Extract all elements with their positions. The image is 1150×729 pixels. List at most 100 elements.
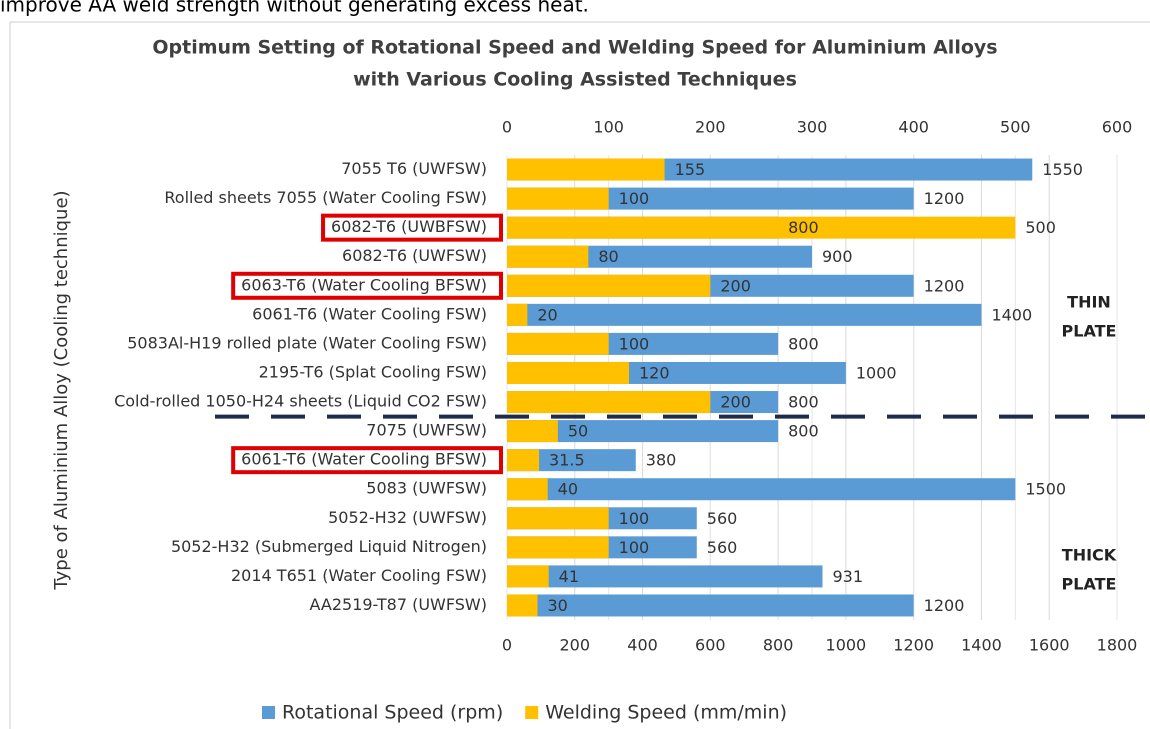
bar [507, 420, 558, 443]
bar [507, 478, 1016, 501]
legend-swatch [525, 706, 539, 719]
bar [507, 478, 548, 501]
header-text: improve AA weld strength without generat… [0, 0, 589, 17]
bar [507, 449, 540, 472]
bar [507, 303, 982, 326]
bar [507, 594, 538, 617]
bar [507, 449, 636, 472]
x-tick-label: 1400 [961, 636, 1002, 655]
y-tick-label: AA2519-T87 (UWFSW) [310, 595, 488, 614]
x2-tick-label: 200 [695, 118, 726, 137]
bar [507, 332, 609, 355]
y-tick-label: 6082-T6 (UWBFSW) [331, 217, 487, 236]
data-label: 800 [788, 334, 819, 353]
data-label: 50 [568, 422, 588, 441]
data-label: 500 [1025, 218, 1056, 237]
bar [507, 594, 914, 617]
data-label: 800 [788, 393, 819, 412]
x2-tick-label: 100 [593, 118, 624, 137]
data-label: 1000 [856, 363, 897, 382]
y-tick-label: 5052-H32 (UWFSW) [328, 508, 487, 527]
y-tick-label: 5052-H32 (Submerged Liquid Nitrogen) [171, 537, 487, 556]
y-tick-label: 7075 (UWFSW) [366, 421, 487, 440]
x-tick-label: 1000 [826, 636, 867, 655]
legend-swatch [262, 706, 275, 719]
legend-label: Welding Speed (mm/min) [545, 702, 787, 724]
x-tick-label: 800 [763, 636, 794, 655]
x2-tick-label: 300 [797, 118, 828, 137]
y-tick-label: 6061-T6 (Water Cooling FSW) [252, 304, 487, 323]
data-label: 1500 [1025, 480, 1066, 499]
bar [507, 303, 528, 326]
data-label: 200 [720, 276, 751, 295]
data-label: 20 [537, 305, 557, 324]
bar [507, 274, 711, 297]
data-label: 1200 [924, 596, 965, 615]
data-label: 31.5 [549, 451, 585, 470]
y-tick-label: 5083Al-H19 rolled plate (Water Cooling F… [127, 333, 487, 352]
x-tick-label: 1200 [893, 636, 934, 655]
bar [507, 565, 823, 588]
highlight-box [321, 213, 503, 242]
data-label: 120 [639, 363, 670, 382]
y-tick-label: 6063-T6 (Water Cooling BFSW) [241, 275, 487, 294]
data-label: 100 [619, 509, 650, 528]
x-tick-label: 1600 [1029, 636, 1070, 655]
group-label: THICK [1062, 546, 1117, 565]
chart-title: with Various Cooling Assisted Techniques [353, 69, 797, 91]
data-label: 931 [833, 567, 864, 586]
chart-title: Optimum Setting of Rotational Speed and … [152, 37, 997, 59]
data-label: 900 [822, 247, 853, 266]
data-label: 100 [619, 334, 650, 353]
data-label: 40 [558, 480, 578, 499]
bar [507, 216, 1016, 239]
y-tick-label: 6061-T6 (Water Cooling BFSW) [241, 450, 487, 469]
y-tick-label: Rolled sheets 7055 (Water Cooling FSW) [164, 188, 487, 207]
data-label: 1200 [924, 276, 965, 295]
x2-tick-label: 500 [1000, 118, 1031, 137]
bar [507, 420, 779, 443]
legend-label: Rotational Speed (rpm) [282, 702, 503, 724]
data-label: 100 [619, 538, 650, 557]
data-label: 80 [598, 247, 618, 266]
x-tick-label: 400 [627, 636, 658, 655]
group-label: THIN [1067, 293, 1111, 312]
bar [507, 536, 609, 559]
data-label: 380 [646, 451, 677, 470]
data-label: 1400 [991, 305, 1032, 324]
y-tick-label: Cold-rolled 1050-H24 sheets (Liquid CO2 … [114, 392, 487, 411]
data-label: 100 [619, 189, 650, 208]
x2-tick-label: 600 [1102, 118, 1133, 137]
y-tick-label: 2195-T6 (Splat Cooling FSW) [259, 362, 487, 381]
data-label: 560 [707, 538, 738, 557]
bar [507, 158, 665, 181]
data-label: 1550 [1042, 160, 1083, 179]
x2-tick-label: 0 [502, 118, 512, 137]
data-label: 155 [675, 160, 706, 179]
data-label: 560 [707, 509, 738, 528]
bar [507, 391, 711, 414]
y-tick-label: 5083 (UWFSW) [366, 479, 487, 498]
group-label: PLATE [1062, 575, 1117, 594]
x-tick-label: 0 [502, 636, 512, 655]
x-tick-label: 200 [560, 636, 591, 655]
highlight-box [231, 271, 503, 300]
x-tick-label: 600 [695, 636, 726, 655]
group-label: PLATE [1062, 322, 1117, 341]
y-axis-title: Type of Aluminium Alloy (Cooling techniq… [51, 190, 72, 590]
data-label: 200 [720, 393, 751, 412]
data-label: 41 [559, 567, 579, 586]
x2-tick-label: 400 [898, 118, 929, 137]
data-label: 800 [788, 422, 819, 441]
bar [507, 245, 589, 268]
x-tick-label: 1800 [1097, 636, 1138, 655]
y-tick-label: 6082-T6 (UWFSW) [342, 246, 487, 265]
y-tick-label: 2014 T651 (Water Cooling FSW) [231, 566, 487, 585]
bar [507, 565, 549, 588]
data-label: 800 [788, 218, 819, 237]
data-label: 30 [548, 596, 568, 615]
bar [507, 507, 609, 530]
bar [507, 187, 609, 210]
data-label: 1200 [924, 189, 965, 208]
